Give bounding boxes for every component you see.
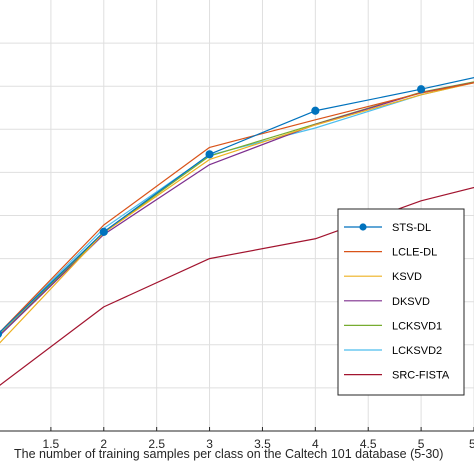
data-point-sts-dl: [311, 106, 320, 115]
legend-item-lcksvd2[interactable]: LCKSVD2: [344, 345, 442, 357]
data-point-sts-dl: [0, 330, 3, 338]
legend-item-sts-dl[interactable]: STS-DL: [344, 222, 431, 234]
x-tick-label: 3: [206, 437, 213, 451]
legend-box: [337, 208, 465, 396]
legend-item-lcksvd1[interactable]: LCKSVD1: [344, 320, 442, 332]
x-tick-label: 2: [100, 437, 107, 451]
x-tick-label: 5: [418, 437, 425, 451]
x-axis-label: The number of training samples per class…: [14, 447, 443, 461]
x-tick-labels: 1.5 2 2.5 3 3.5 4 4.5 5 5.: [43, 437, 474, 451]
data-point-sts-dl: [205, 150, 214, 159]
legend-label: LCKSVD2: [392, 345, 442, 357]
legend-item-ksvd[interactable]: KSVD: [344, 271, 422, 283]
legend-item-dksvd[interactable]: DKSVD: [344, 296, 430, 308]
legend-label: LCKSVD1: [392, 320, 442, 332]
x-tick-label: 4.5: [360, 437, 377, 451]
series-line-lcle-dl: [0, 82, 474, 333]
series-line-sts-dl: [0, 76, 474, 333]
x-tick-label: 5.: [469, 437, 474, 451]
data-point-sts-dl: [99, 227, 108, 236]
legend-label: LCLE-DL: [392, 247, 437, 259]
x-tick-label: 3.5: [254, 437, 271, 451]
x-tick-label: 4: [312, 437, 319, 451]
series-line-ksvd: [0, 82, 474, 344]
axes: [0, 427, 474, 432]
series-line-src-fista: [0, 186, 474, 386]
legend-item-src-fista[interactable]: SRC-FISTA: [344, 370, 450, 382]
legend-label: DKSVD: [392, 296, 430, 308]
legend-label: SRC-FISTA: [392, 370, 450, 382]
x-tick-label: 1.5: [43, 437, 60, 451]
x-tick-label: 2.5: [148, 437, 165, 451]
legend-label: STS-DL: [392, 222, 431, 234]
data-point-sts-dl: [417, 85, 426, 94]
legend-label: KSVD: [392, 271, 422, 283]
legend[interactable]: STS-DL LCLE-DL KSVD DKSVD LCKSVD1 LCKSVD2 SRC-…: [337, 208, 465, 396]
legend-marker: [359, 223, 367, 231]
legend-item-lcle-dl[interactable]: LCLE-DL: [344, 247, 437, 259]
series-layer: [0, 76, 474, 386]
